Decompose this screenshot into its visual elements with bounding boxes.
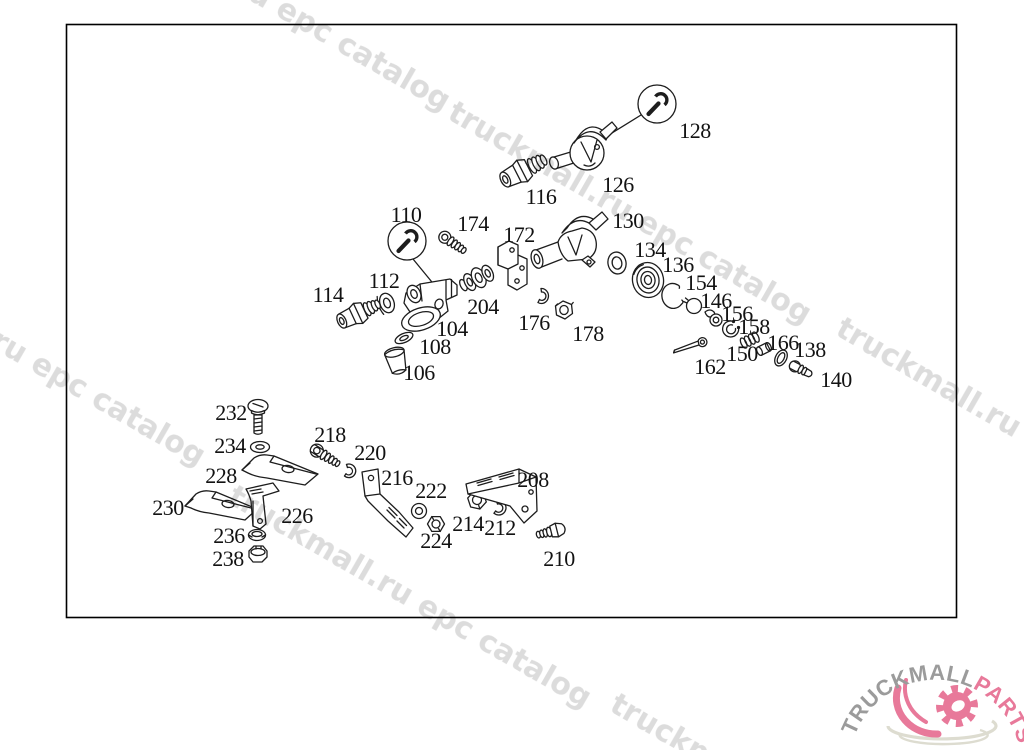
part-108-drawing	[394, 331, 414, 345]
exploded-parts-drawing	[184, 84, 813, 563]
part-150-drawing	[739, 331, 760, 349]
part-208-drawing	[465, 468, 538, 524]
part-156-drawing	[704, 309, 723, 327]
part-130-drawing	[530, 211, 609, 269]
part-number-226: 226	[281, 503, 313, 528]
part-number-158: 158	[738, 314, 770, 339]
part-number-234: 234	[214, 433, 246, 458]
part-216-drawing	[361, 468, 414, 538]
part-166-drawing	[755, 341, 773, 357]
part-number-146: 146	[700, 288, 732, 313]
part-number-238: 238	[212, 546, 244, 571]
part-172-drawing	[497, 240, 528, 291]
part-114-drawing	[336, 299, 381, 329]
part-number-154: 154	[685, 270, 717, 295]
logo-swoosh	[898, 728, 989, 746]
part-234-drawing	[249, 440, 271, 454]
part-number-150: 150	[726, 341, 758, 366]
part-number-110: 110	[391, 202, 422, 227]
logo-swoosh	[886, 719, 998, 741]
part-number-218: 218	[314, 422, 346, 447]
part-number-136: 136	[662, 252, 694, 277]
part-232-drawing	[247, 398, 269, 435]
part-number-114: 114	[313, 282, 344, 307]
part-number-138: 138	[794, 337, 826, 362]
part-174-drawing	[438, 230, 467, 254]
part-number-108: 108	[419, 334, 451, 359]
part-number-220: 220	[354, 440, 386, 465]
logo-ring-swoosh	[902, 678, 928, 724]
part-154-drawing	[661, 282, 684, 310]
part-number-174: 174	[457, 211, 489, 236]
part-number-212: 212	[484, 515, 516, 540]
part-104-drawing	[401, 278, 458, 332]
watermark-text: truckmall.ru epc catalog	[81, 0, 456, 119]
leader-line-128	[611, 114, 642, 134]
part-number-106: 106	[403, 360, 435, 385]
part-228-drawing	[241, 454, 319, 486]
part-220-drawing	[343, 463, 357, 479]
part-176-drawing	[537, 287, 550, 305]
part-number-128: 128	[679, 118, 711, 143]
part-226-drawing	[245, 482, 280, 530]
part-number-208: 208	[517, 467, 549, 492]
part-number-216: 216	[381, 465, 413, 490]
watermark-text: truckmall.ru epc catalog	[830, 311, 1024, 548]
wrench-symbol-110	[387, 221, 427, 261]
part-number-126: 126	[602, 172, 634, 197]
part-158-drawing	[722, 319, 741, 338]
part-number-104: 104	[436, 316, 468, 341]
part-number-236: 236	[213, 523, 245, 548]
part-178-drawing	[554, 300, 574, 320]
part-number-134: 134	[634, 237, 666, 262]
part-126-drawing	[548, 121, 618, 171]
part-116-drawing	[499, 154, 548, 188]
part-224-drawing	[426, 515, 446, 533]
part-number-166: 166	[767, 330, 799, 355]
part-162-drawing	[672, 336, 708, 354]
wrench-symbol-128	[637, 84, 677, 124]
part-number-228: 228	[205, 463, 237, 488]
part-106-drawing	[383, 346, 407, 375]
part-134-drawing	[607, 251, 627, 275]
part-number-172: 172	[503, 222, 535, 247]
part-number-230: 230	[152, 495, 184, 520]
part-number-116: 116	[526, 184, 557, 209]
part-number-232: 232	[215, 400, 247, 425]
part-number-178: 178	[572, 321, 604, 346]
part-number-222: 222	[415, 478, 447, 503]
part-number-176: 176	[518, 310, 550, 335]
logo-ring-swoosh	[892, 684, 942, 738]
part-204-drawing	[459, 264, 495, 292]
part-238-drawing	[248, 545, 268, 563]
part-210-drawing	[535, 522, 566, 539]
part-number-210: 210	[543, 546, 575, 571]
part-218-drawing	[309, 443, 341, 468]
part-140-drawing	[788, 360, 813, 378]
part-number-204: 204	[467, 294, 499, 319]
part-number-162: 162	[694, 354, 726, 379]
part-236-drawing	[247, 528, 267, 542]
watermark-text: truckmall.ru epc catalog	[0, 237, 211, 474]
part-number-224: 224	[420, 528, 452, 553]
truckmall-parts-logo: TRUCKMALLPARTS	[836, 660, 1024, 747]
part-146-drawing	[682, 297, 703, 315]
part-136-drawing	[631, 261, 665, 299]
part-number-156: 156	[721, 301, 753, 326]
part-222-drawing	[410, 502, 428, 520]
part-number-112: 112	[369, 268, 400, 293]
diagram-border	[65, 23, 958, 619]
part-number-130: 130	[612, 208, 644, 233]
part-138-drawing	[774, 349, 788, 367]
part-number-140: 140	[820, 367, 852, 392]
watermark-text: truckmall.ru epc catalog	[222, 479, 597, 716]
part-number-214: 214	[452, 511, 484, 536]
